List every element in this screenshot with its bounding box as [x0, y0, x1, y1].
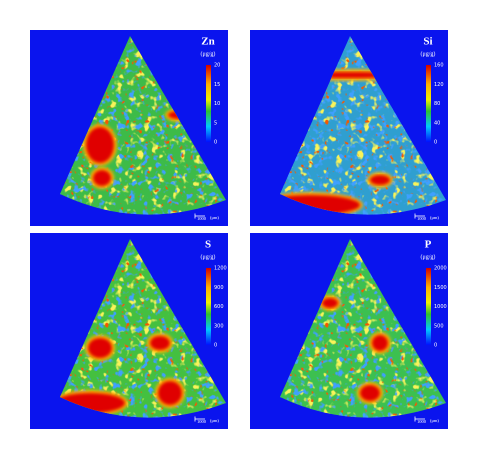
unit-label: (μg/g): [201, 253, 216, 260]
scale-value: 1000: [197, 419, 207, 424]
scale-unit: (μm): [210, 418, 219, 423]
colorbar-tick-label: 20: [214, 63, 220, 69]
colorbar-tick-label: 160: [434, 63, 444, 69]
hotspot: [370, 175, 390, 185]
hotspot: [86, 127, 114, 163]
colorbar-tick-label: 500: [434, 323, 444, 329]
scale-unit: (μm): [210, 215, 219, 220]
colorbar-tick-label: 0: [214, 140, 217, 146]
colorbar-tick-label: 0: [214, 343, 217, 349]
element-label: Zn: [201, 36, 214, 48]
colorbar: [206, 65, 211, 142]
colorbar-tick-label: 5: [214, 120, 217, 126]
hotspot: [150, 336, 170, 350]
unit-label: (μg/g): [201, 50, 216, 57]
hotspot: [93, 170, 111, 186]
colorbar-tick-label: 1200: [214, 266, 227, 272]
colorbar-tick-label: 120: [434, 82, 444, 88]
hotspot: [360, 385, 380, 401]
colorbar-tick-label: 0: [434, 140, 437, 146]
panel: Si (μg/g) 160 120 80 40 0 1000 (μm): [250, 30, 448, 226]
colorbar-tick-label: 0: [434, 343, 437, 349]
colorbar-tick-label: 600: [214, 304, 224, 310]
colorbar-tick-label: 40: [434, 120, 440, 126]
colorbar-tick-label: 80: [434, 101, 440, 107]
scale-unit: (μm): [430, 215, 439, 220]
panel: Zn (μg/g) 20 15 10 5 0 1000 (μm): [30, 30, 228, 226]
panel: S (μg/g) 1200 900 600 300 0 1000 (μm): [30, 233, 228, 429]
unit-label: (μg/g): [421, 50, 436, 57]
element-label: S: [205, 239, 211, 251]
colorbar: [206, 268, 211, 345]
colorbar: [426, 268, 431, 345]
colorbar-tick-label: 2000: [434, 266, 447, 272]
colorbar-tick-label: 15: [214, 82, 220, 88]
colorbar-tick-label: 1000: [434, 304, 447, 310]
hotspot: [88, 338, 112, 358]
colorbar-tick-label: 10: [214, 101, 220, 107]
hotspot: [372, 335, 388, 351]
hotspot: [322, 298, 338, 308]
colorbar-tick-label: 900: [214, 285, 224, 291]
colorbar-tick-label: 300: [214, 323, 224, 329]
scale-unit: (μm): [430, 418, 439, 423]
element-label: P: [425, 239, 432, 251]
colorbar-tick-label: 1500: [434, 285, 447, 291]
unit-label: (μg/g): [421, 253, 436, 260]
hotspot: [158, 381, 182, 405]
scale-value: 1000: [417, 216, 427, 221]
scale-value: 1000: [417, 419, 427, 424]
colorbar: [426, 65, 431, 142]
element-label: Si: [423, 36, 432, 48]
scale-value: 1000: [197, 216, 207, 221]
